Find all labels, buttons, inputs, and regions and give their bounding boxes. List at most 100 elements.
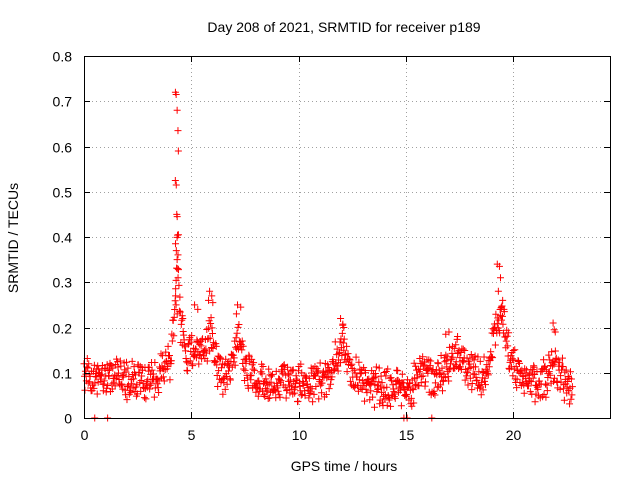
tick-marks: [84, 56, 610, 419]
data-point: [123, 382, 131, 390]
data-point: [549, 319, 557, 327]
data-point: [274, 387, 282, 395]
data-point: [282, 394, 290, 402]
data-point: [195, 350, 203, 358]
data-point: [497, 274, 505, 282]
data-point: [442, 330, 450, 338]
y-tick-label: 0.3: [53, 275, 73, 291]
data-point: [468, 379, 476, 387]
data-point: [468, 386, 476, 394]
data-point: [470, 356, 478, 364]
data-point: [258, 370, 266, 378]
data-point: [383, 383, 391, 391]
data-point: [512, 362, 520, 370]
data-point: [445, 377, 453, 385]
data-point: [472, 363, 480, 371]
data-point: [463, 372, 471, 380]
data-point: [479, 386, 487, 394]
data-point: [508, 355, 516, 363]
data-point: [495, 262, 503, 270]
data-point: [367, 387, 375, 395]
data-point: [511, 346, 519, 354]
y-tick-label: 0.7: [53, 94, 73, 110]
data-point: [484, 371, 492, 379]
data-point: [148, 366, 156, 374]
data-point: [233, 329, 241, 337]
data-point: [214, 382, 222, 390]
data-point: [118, 372, 126, 380]
x-tick-label: 20: [506, 427, 522, 443]
data-point: [226, 376, 234, 384]
data-point: [158, 352, 166, 360]
data-point: [213, 372, 221, 380]
data-point: [305, 374, 313, 382]
data-point: [232, 310, 240, 318]
data-point: [192, 354, 200, 362]
data-point: [531, 398, 539, 406]
data-point: [84, 379, 92, 387]
data-point: [90, 361, 98, 369]
data-point: [172, 240, 180, 248]
data-point: [375, 364, 383, 372]
data-point: [556, 358, 564, 366]
data-point: [260, 391, 268, 399]
data-point: [520, 389, 528, 397]
data-point: [292, 380, 300, 388]
data-point: [154, 375, 162, 383]
data-point: [170, 313, 178, 321]
data-point: [294, 397, 302, 405]
data-point: [160, 377, 168, 385]
data-point: [238, 346, 246, 354]
data-point: [172, 90, 180, 98]
data-point: [286, 376, 294, 384]
data-point: [207, 314, 215, 322]
data-point: [208, 292, 216, 300]
data-point: [305, 394, 313, 402]
data-point: [276, 393, 284, 401]
data-point: [182, 358, 190, 366]
x-axis-label: GPS time / hours: [291, 458, 398, 474]
data-point: [123, 396, 131, 404]
data-point: [452, 341, 460, 349]
data-point: [231, 361, 239, 369]
data-point: [172, 301, 180, 309]
data-point: [467, 350, 475, 358]
data-point: [546, 371, 554, 379]
data-point: [566, 400, 574, 408]
x-tick-label: 5: [188, 427, 196, 443]
data-point: [213, 361, 221, 369]
data-point: [194, 305, 202, 313]
data-point: [344, 350, 352, 358]
data-point: [346, 356, 354, 364]
data-point: [504, 342, 512, 350]
data-point: [441, 374, 449, 382]
data-point: [551, 347, 559, 355]
data-point: [104, 381, 112, 389]
data-point: [175, 281, 183, 289]
data-point: [375, 378, 383, 386]
data-point: [488, 353, 496, 361]
data-point: [445, 366, 453, 374]
data-point: [469, 370, 477, 378]
data-point: [532, 382, 540, 390]
data-point: [520, 381, 528, 389]
data-point: [84, 364, 92, 372]
data-point: [172, 181, 180, 189]
data-point: [513, 384, 521, 392]
data-point: [407, 394, 415, 402]
data-point: [410, 399, 418, 407]
x-tick-label: 0: [81, 427, 89, 443]
data-point: [172, 247, 180, 255]
data-point: [340, 346, 348, 354]
data-point: [431, 391, 439, 399]
data-point: [567, 395, 575, 403]
data-point: [174, 265, 182, 273]
data-point: [471, 370, 479, 378]
data-point: [384, 365, 392, 373]
data-point: [498, 316, 506, 324]
data-point: [380, 384, 388, 392]
data-point: [203, 357, 211, 365]
data-point: [416, 354, 424, 362]
